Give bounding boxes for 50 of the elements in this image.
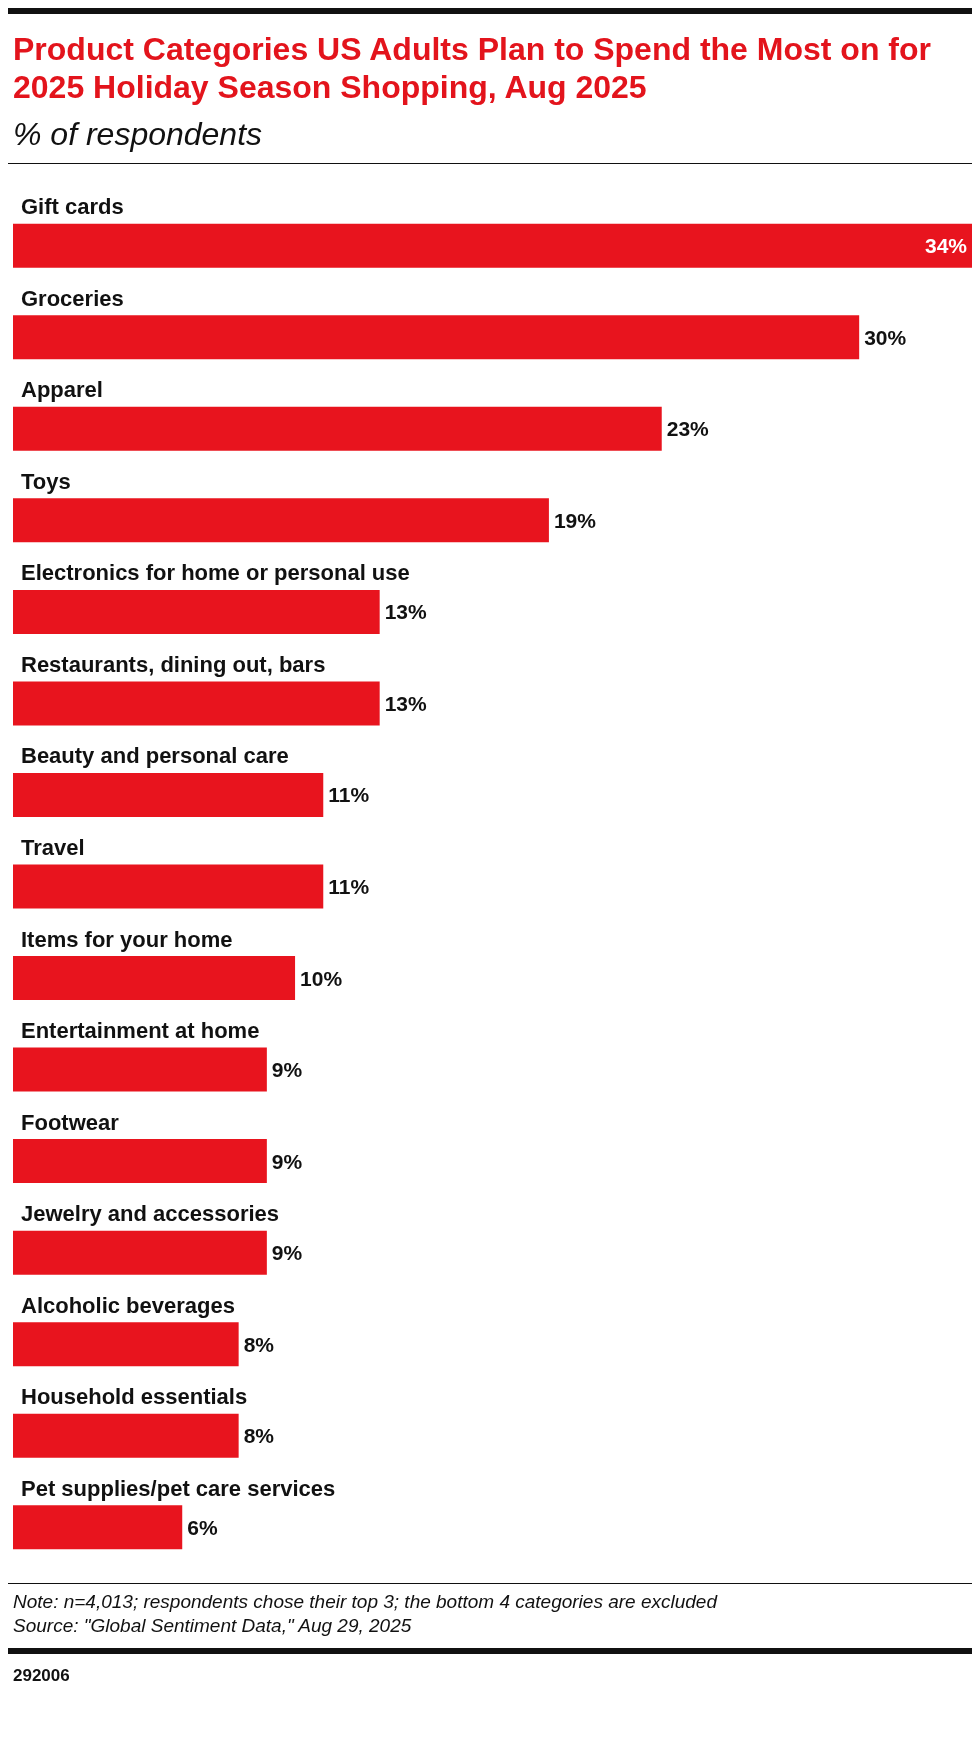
y-tick-label: Pet supplies/pet care services [21,1475,336,1501]
text: Note: n=4,013; respondents chose their top 3; the bottom 4 categories are excluded [13,1589,719,1614]
data-label: 8% [243,1424,275,1448]
y-tick-label: Groceries [21,285,124,311]
y-tick-label: Apparel [21,377,103,403]
bar [13,223,972,268]
bar [13,1413,239,1458]
bar [13,406,662,451]
data-label: 19% [553,508,597,532]
y-tick-label: Beauty and personal care [21,743,289,769]
data-label: 6% [187,1515,218,1539]
y-tick-label: Electronics for home or personal use [21,560,410,586]
data-label: 11% [328,875,370,898]
y-tick-label: Travel [21,835,85,860]
data-label: 23% [666,417,710,441]
data-label: 11% [328,783,370,807]
chart-subtitle: % of respondents [13,116,264,153]
bar [13,1047,267,1092]
y-tick-label: Alcoholic beverages [21,1292,235,1318]
data-label: 34% [924,234,968,258]
y-tick-label: Restaurants, dining out, bars [21,651,326,677]
y-tick-label: Jewelry and accessories [21,1201,280,1227]
bar [13,315,860,360]
source-note: Source: "Global Sentiment Data," Aug 29, 2025 [13,1613,413,1638]
data-label: 13% [384,600,428,624]
bar [13,1505,183,1550]
bar [13,864,324,909]
y-tick-label: Footwear [21,1109,120,1135]
data-label: 9% [271,1149,303,1173]
bar [13,1322,239,1367]
data-label: 9% [271,1241,303,1265]
bar [13,681,380,726]
y-tick-label: Toys [21,468,71,494]
bar [13,956,296,1001]
data-label: 30% [864,325,907,349]
data-label: 8% [243,1332,275,1356]
text: 292006 [13,1665,71,1686]
y-tick-label: Entertainment at home [21,1018,260,1044]
data-label: 10% [300,966,343,990]
bar [13,498,549,543]
bar [13,1139,267,1184]
data-label: 13% [384,691,428,715]
bar [13,589,380,634]
y-tick-label: Gift cards [21,194,124,220]
data-label: 9% [271,1058,303,1082]
chart-title: Product Categories US Adults Plan to Spend the Most on for 2025 Holiday Season Shopping, Aug 2025 [13,30,932,106]
y-tick-label: Household essentials [21,1384,248,1410]
bar [13,1230,267,1275]
y-tick-label: Items for your home [21,926,233,952]
bar [13,772,324,817]
